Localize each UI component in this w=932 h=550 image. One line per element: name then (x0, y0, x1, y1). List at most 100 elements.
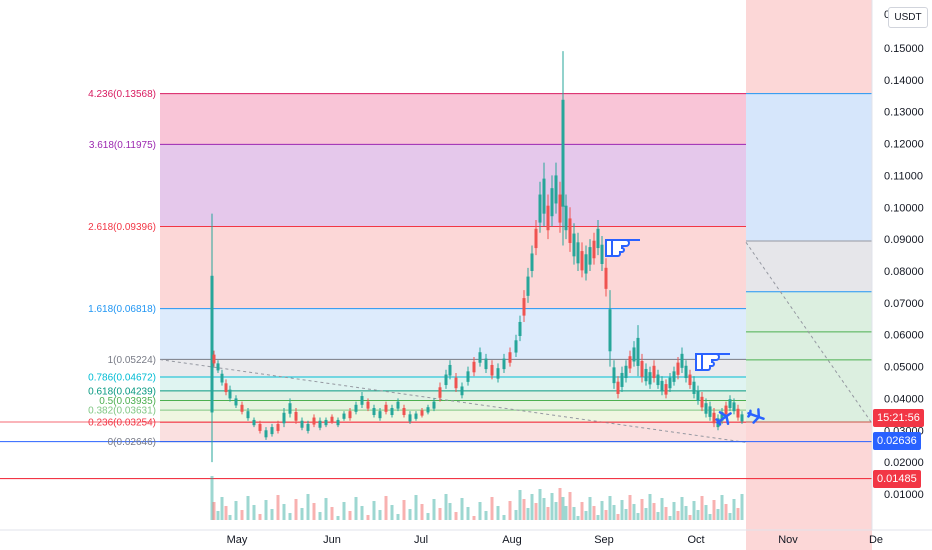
volume-bar (502, 515, 506, 520)
candle-body (542, 178, 546, 214)
hand-shape (611, 239, 630, 257)
candle-body (652, 365, 656, 379)
dashed-projection (745, 242, 873, 424)
volume-bar (568, 492, 572, 520)
candle-body (712, 412, 716, 424)
profit-box (746, 93, 872, 242)
volume-bar (604, 510, 608, 520)
currency-button[interactable]: USDT (888, 7, 928, 28)
price-tick-label: 0.12000 (884, 139, 924, 151)
candle-body (604, 267, 608, 289)
candle-body (348, 411, 352, 419)
price-tick-label: 0.05000 (884, 362, 924, 374)
price-tick-label: 0.02000 (884, 457, 924, 469)
candle-body (472, 361, 476, 373)
volume-bar (716, 509, 720, 520)
fib-zone (160, 144, 746, 227)
axis-top-partial-label: 0 (884, 9, 890, 21)
candle-body (664, 384, 668, 395)
volume-bar (508, 501, 512, 520)
candle-body (336, 419, 340, 426)
volume-bar (550, 493, 554, 520)
volume-bar (246, 496, 250, 520)
candle-body (484, 358, 488, 370)
volume-bar (526, 508, 530, 520)
volume-bar (636, 513, 640, 520)
volume-bar (460, 498, 464, 520)
candle-body (220, 373, 224, 383)
volume-bar (240, 510, 244, 520)
candle-body (692, 381, 696, 394)
candle-body (736, 408, 740, 418)
time-axis[interactable]: May Jun Jul Aug Sep Oct Nov De (0, 529, 932, 546)
volume-bar (484, 511, 488, 520)
volume-bar (342, 502, 346, 520)
volume-bar (696, 510, 700, 520)
stop-price-tag: 0.01485 (873, 470, 921, 488)
price-axis[interactable]: 0.15000 0.14000 0.13000 0.12000 0.11000 0.100… (871, 0, 924, 530)
volume-bar (608, 496, 612, 520)
candle-body (546, 205, 550, 231)
volume-bar (330, 507, 334, 520)
candle-body (728, 399, 732, 408)
volume-bar (680, 497, 684, 520)
candle-body (360, 396, 364, 405)
pointing-hand-icon (605, 239, 640, 257)
volume-bar (561, 497, 565, 520)
time-tick-label: Jun (323, 534, 341, 546)
plane-shape (747, 408, 765, 424)
candle-body (680, 353, 684, 368)
volume-bar (708, 514, 712, 520)
volume-bar (264, 500, 268, 520)
volume-bar (234, 501, 238, 520)
volume-bar (390, 505, 394, 520)
volume-bar (366, 515, 370, 520)
volume-bar (216, 511, 220, 520)
pointing-hand-icon (695, 353, 730, 371)
volume-bar (580, 502, 584, 520)
candle-body (624, 365, 628, 379)
volume-bar (472, 516, 476, 520)
volume-bar (414, 495, 418, 520)
volume-bar (712, 500, 716, 520)
last-price-tag: 0.02636 (873, 432, 921, 450)
candle-body (282, 412, 286, 424)
volume-bar (354, 497, 358, 520)
volume-bar (426, 513, 430, 520)
time-tick-label: Nov (778, 534, 798, 546)
volume-bar (378, 510, 382, 520)
volume-bar (432, 499, 436, 520)
volume-bar (300, 508, 304, 520)
volume-bar (490, 497, 494, 520)
hand-cuff (695, 353, 703, 371)
volume-bar (318, 512, 322, 520)
candle-body (522, 298, 526, 316)
fib-level-label: 0.382(0.03631) (88, 406, 156, 417)
time-tick-label: Aug (502, 534, 522, 546)
trendlines (0, 242, 873, 480)
candle-body (210, 275, 214, 413)
volume-bar (538, 489, 542, 520)
candle-body (526, 276, 530, 296)
candle-body (688, 374, 692, 386)
candle-body (390, 407, 394, 415)
candle-body (608, 309, 612, 352)
volume-bar (664, 507, 668, 520)
candle-body (720, 411, 724, 421)
volume-bar (478, 502, 482, 520)
candle-body (396, 401, 400, 409)
volume-bar (704, 505, 708, 520)
price-tick-label: 0.04000 (884, 393, 924, 405)
candle-body (616, 381, 620, 394)
candle-body (558, 194, 562, 223)
volume-bar (740, 494, 744, 520)
candle-body (732, 402, 736, 412)
candle-body (270, 427, 274, 435)
volume-bar (640, 499, 644, 520)
airplane-icon (715, 411, 732, 426)
price-tick-label: 0.11000 (884, 170, 923, 182)
volume-bar (312, 503, 316, 520)
candle-body (306, 423, 310, 431)
countdown-timer-tag: 15:21:56 (873, 409, 924, 427)
